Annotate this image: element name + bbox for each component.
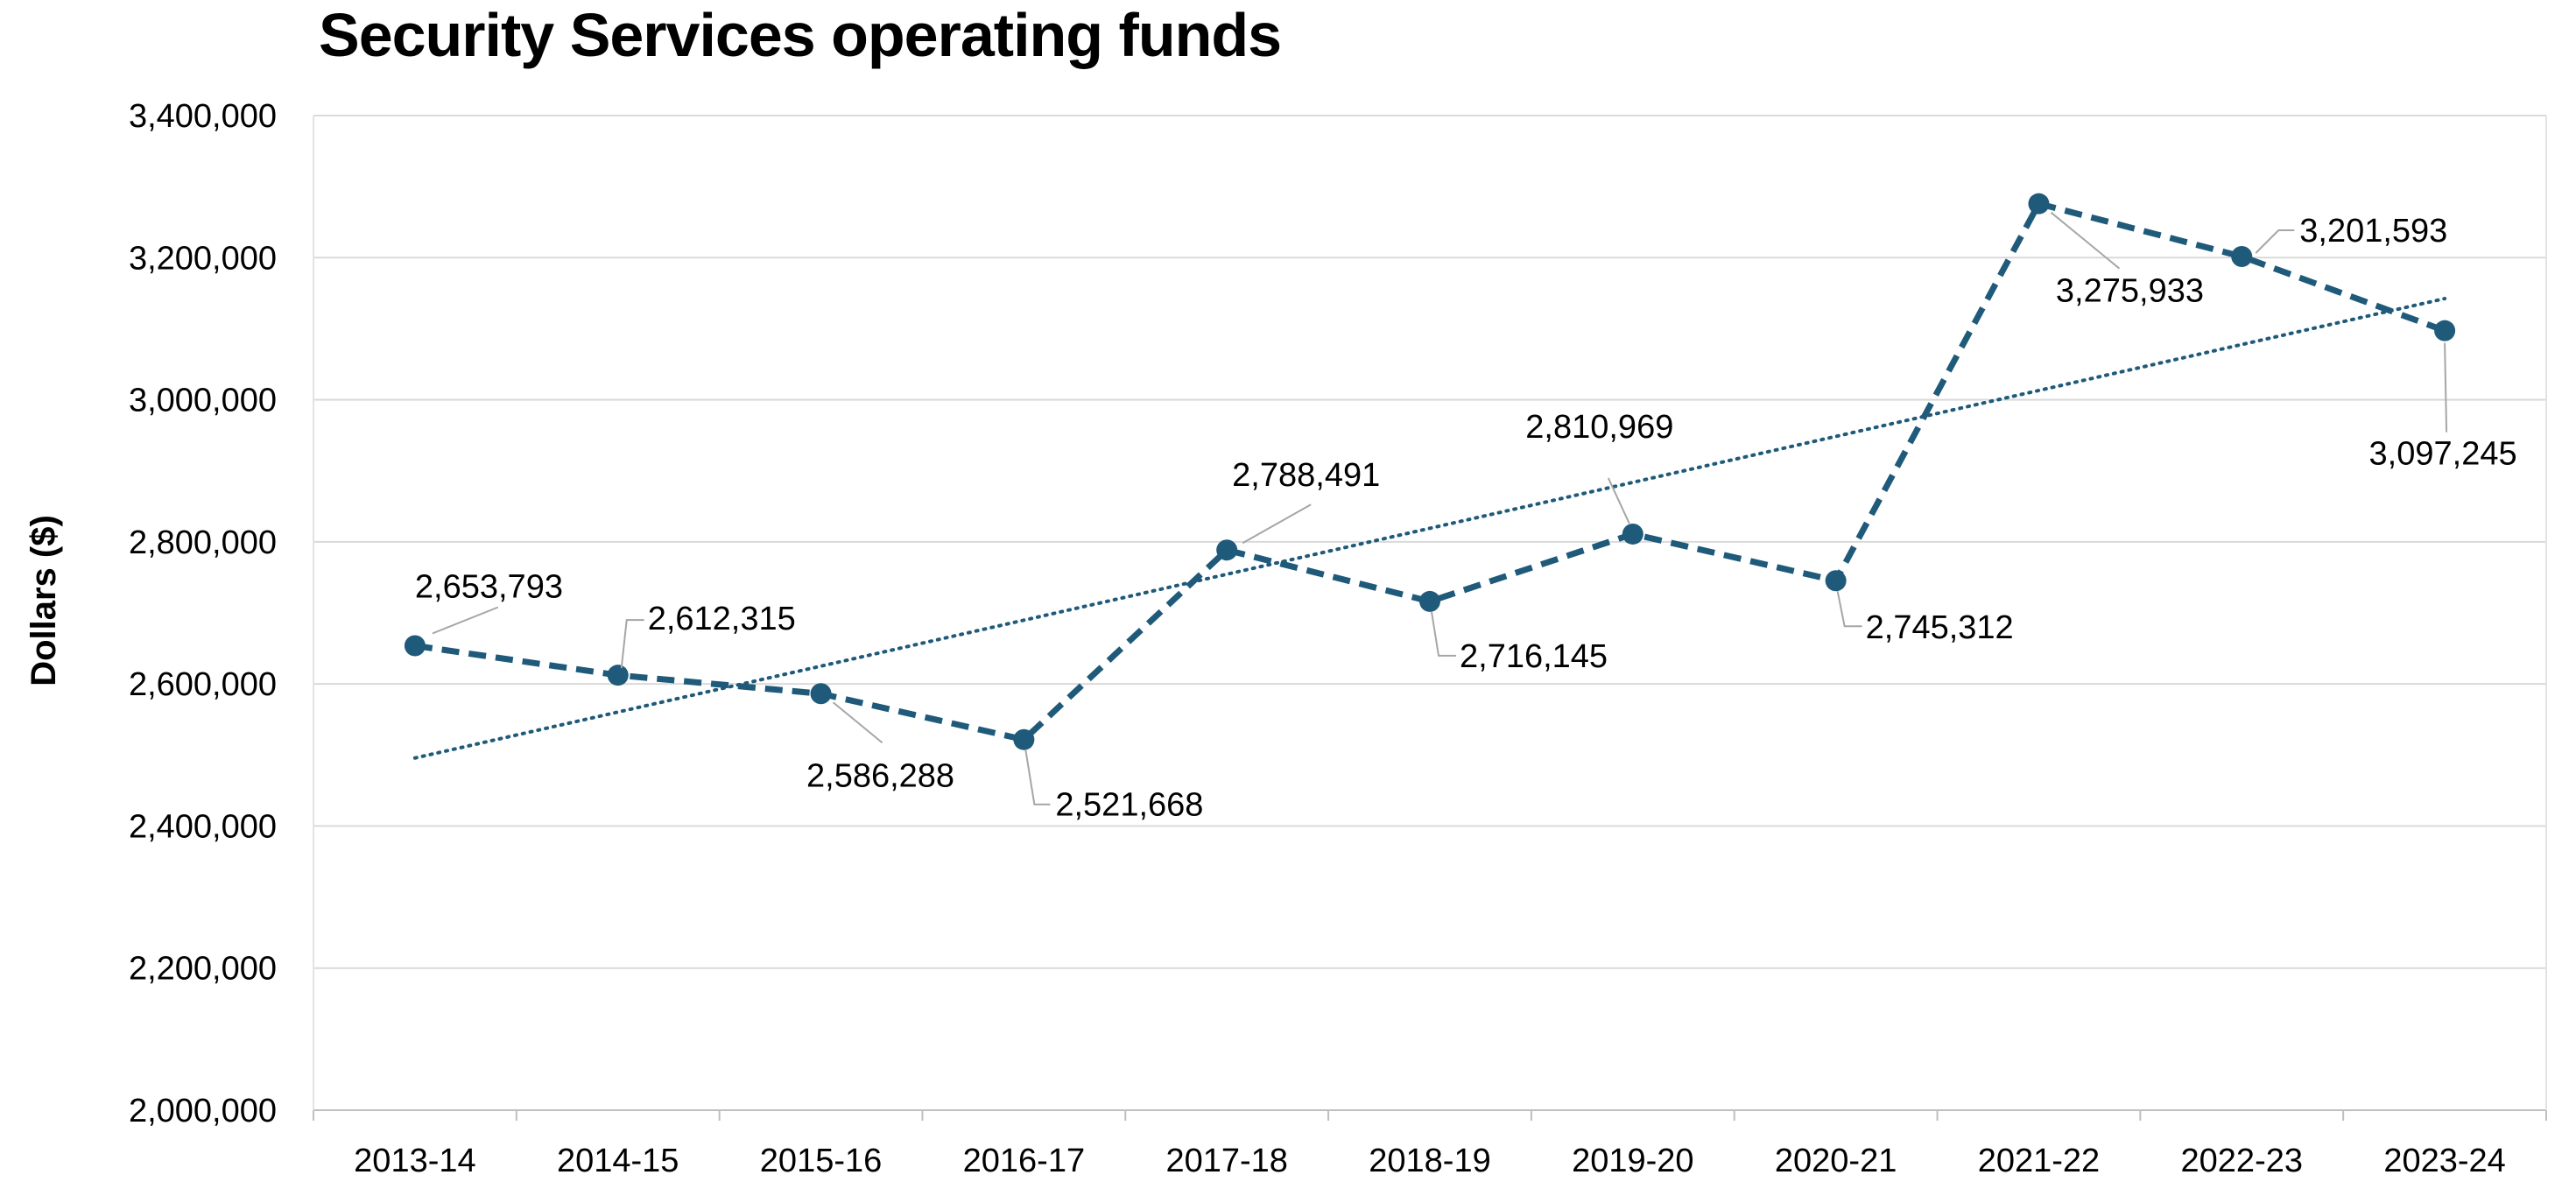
- gridlines: [313, 115, 2547, 1111]
- y-tick-label: 2,400,000: [129, 808, 277, 845]
- x-tick-label: 2019-20: [1572, 1143, 1693, 1179]
- x-tick-label: 2022-23: [2181, 1143, 2303, 1179]
- data-label: 2,521,668: [1055, 787, 1203, 824]
- y-tick-label: 2,600,000: [129, 666, 277, 703]
- data-point: [2028, 193, 2050, 215]
- x-tick-label: 2016-17: [963, 1143, 1085, 1179]
- chart-title: Security Services operating funds: [319, 1, 1282, 69]
- data-point: [2231, 245, 2253, 267]
- leader-line: [2050, 211, 2121, 270]
- x-tick-label: 2013-14: [354, 1143, 475, 1179]
- x-axis-ticks: 2013-14 2014-15 2015-16 2016-17 2017-18 2018-…: [313, 1110, 2547, 1179]
- series-line: [414, 201, 2446, 743]
- series-layer: [404, 193, 2456, 750]
- data-label: 3,097,245: [2369, 436, 2517, 473]
- data-label: 2,653,793: [415, 568, 563, 605]
- data-label: 2,586,288: [806, 757, 954, 794]
- data-label: 2,745,312: [1866, 609, 2014, 646]
- leader-line: [1024, 749, 1051, 806]
- data-point: [2434, 320, 2456, 341]
- leader-line: [1242, 503, 1312, 545]
- leader-line: [832, 701, 883, 744]
- leader-line: [2444, 342, 2448, 433]
- y-axis-title: Dollars ($): [25, 515, 63, 686]
- x-tick-label: 2017-18: [1165, 1143, 1287, 1179]
- data-point: [607, 665, 629, 686]
- x-tick-label: 2021-22: [1978, 1143, 2100, 1179]
- x-tick-label: 2014-15: [557, 1143, 679, 1179]
- leader-line: [1431, 611, 1456, 657]
- y-tick-label: 3,000,000: [129, 383, 277, 419]
- leader-line: [1607, 477, 1630, 524]
- leader-line: [432, 606, 499, 635]
- data-label: 2,810,969: [1525, 409, 1673, 446]
- y-tick-label: 3,400,000: [129, 98, 277, 135]
- leader-line: [2255, 229, 2295, 254]
- data-point: [404, 635, 426, 657]
- data-point: [810, 683, 832, 705]
- y-axis-ticks: 2,000,000 2,200,000 2,400,000 2,600,000 2,80…: [129, 98, 277, 1129]
- x-tick-label: 2020-21: [1775, 1143, 1897, 1179]
- data-label: 3,201,593: [2299, 213, 2447, 250]
- data-point: [1419, 590, 1440, 612]
- data-point: [1013, 728, 1035, 750]
- y-tick-label: 2,800,000: [129, 524, 277, 561]
- trendline: [412, 297, 2447, 760]
- data-point: [1216, 539, 1238, 561]
- trendline-layer: [412, 297, 2447, 760]
- data-point: [1825, 570, 1847, 592]
- data-label: 2,788,491: [1232, 457, 1380, 494]
- x-tick-label: 2023-24: [2383, 1143, 2505, 1179]
- data-labels: 2,653,793 2,612,315 2,586,288 2,521,668 2,78…: [415, 211, 2517, 824]
- data-label: 2,716,145: [1460, 638, 1608, 675]
- x-tick-label: 2018-19: [1369, 1143, 1490, 1179]
- y-tick-label: 3,200,000: [129, 240, 277, 277]
- data-label: 3,275,933: [2056, 273, 2204, 310]
- y-tick-label: 2,200,000: [129, 951, 277, 988]
- x-tick-label: 2015-16: [760, 1143, 882, 1179]
- leader-line: [620, 619, 644, 669]
- data-label: 2,612,315: [648, 601, 796, 637]
- data-point: [1622, 523, 1643, 545]
- leader-line: [1836, 591, 1862, 628]
- y-tick-label: 2,000,000: [129, 1093, 277, 1129]
